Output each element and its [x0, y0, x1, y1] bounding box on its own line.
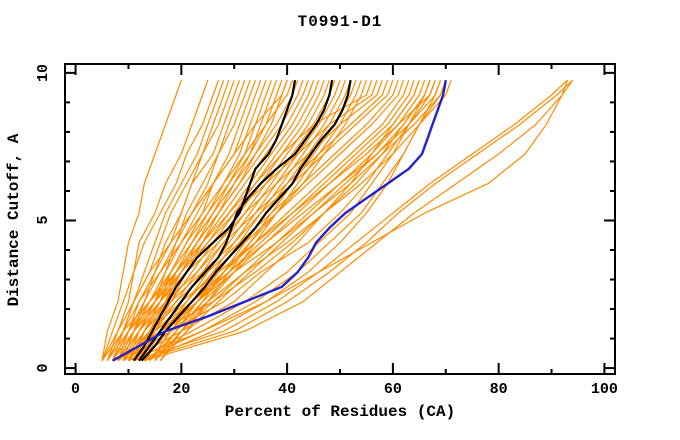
prediction-curves-line — [117, 79, 241, 361]
x-tick-label: 20 — [172, 381, 191, 398]
prediction-curves-line — [117, 79, 304, 361]
prediction-curves-line — [117, 79, 431, 362]
y-tick-label: 0 — [35, 363, 52, 373]
prediction-curves-line — [106, 79, 378, 362]
prediction-curves-line — [106, 79, 219, 361]
x-tick-label: 40 — [278, 381, 297, 398]
prediction-curves-line — [144, 79, 574, 362]
prediction-curves-line — [128, 79, 399, 362]
prediction-curves-line — [133, 79, 568, 362]
reference-curve-line — [112, 79, 447, 362]
x-axis-label: Percent of Residues (CA) — [224, 403, 456, 421]
prediction-curves-line — [144, 79, 447, 362]
prediction-curves-line — [117, 79, 389, 362]
prediction-curves-line — [133, 79, 405, 362]
prediction-curves-line — [128, 79, 442, 362]
y-tick-label: 10 — [35, 63, 52, 82]
prediction-curves-line — [112, 80, 230, 361]
y-tick-label: 5 — [35, 215, 52, 225]
prediction-curves-line — [133, 79, 431, 362]
prediction-curves-line — [122, 79, 436, 362]
prediction-curves-line — [128, 79, 568, 362]
prediction-curves-line — [101, 79, 288, 361]
prediction-curves-line — [101, 80, 182, 361]
prediction-curves-line — [128, 79, 420, 362]
prediction-curves-line — [122, 79, 436, 362]
x-tick-label: 100 — [590, 381, 618, 398]
prediction-curves-line — [138, 79, 442, 362]
prediction-curves-line — [138, 79, 574, 362]
prediction-curves-line — [133, 79, 447, 362]
x-tick-label: 0 — [71, 381, 81, 398]
plot-title: T0991-D1 — [297, 13, 383, 31]
prediction-curves-line — [112, 79, 299, 361]
x-tick-label: 80 — [489, 381, 508, 398]
prediction-curves-line — [106, 79, 293, 361]
prediction-curves-line — [122, 79, 309, 361]
y-axis-label: Distance Cutoff, A — [5, 133, 23, 307]
x-tick-label: 60 — [383, 381, 402, 398]
prediction-curves-line — [138, 79, 410, 362]
prediction-curves-line — [101, 79, 209, 361]
prediction-curves-line — [133, 79, 272, 361]
prediction-curves-line — [101, 79, 373, 362]
highlighted-curves-line — [138, 80, 334, 362]
prediction-curves-line — [112, 79, 383, 362]
prediction-curves-line — [154, 79, 426, 362]
highlighted-curves-line — [140, 80, 352, 362]
